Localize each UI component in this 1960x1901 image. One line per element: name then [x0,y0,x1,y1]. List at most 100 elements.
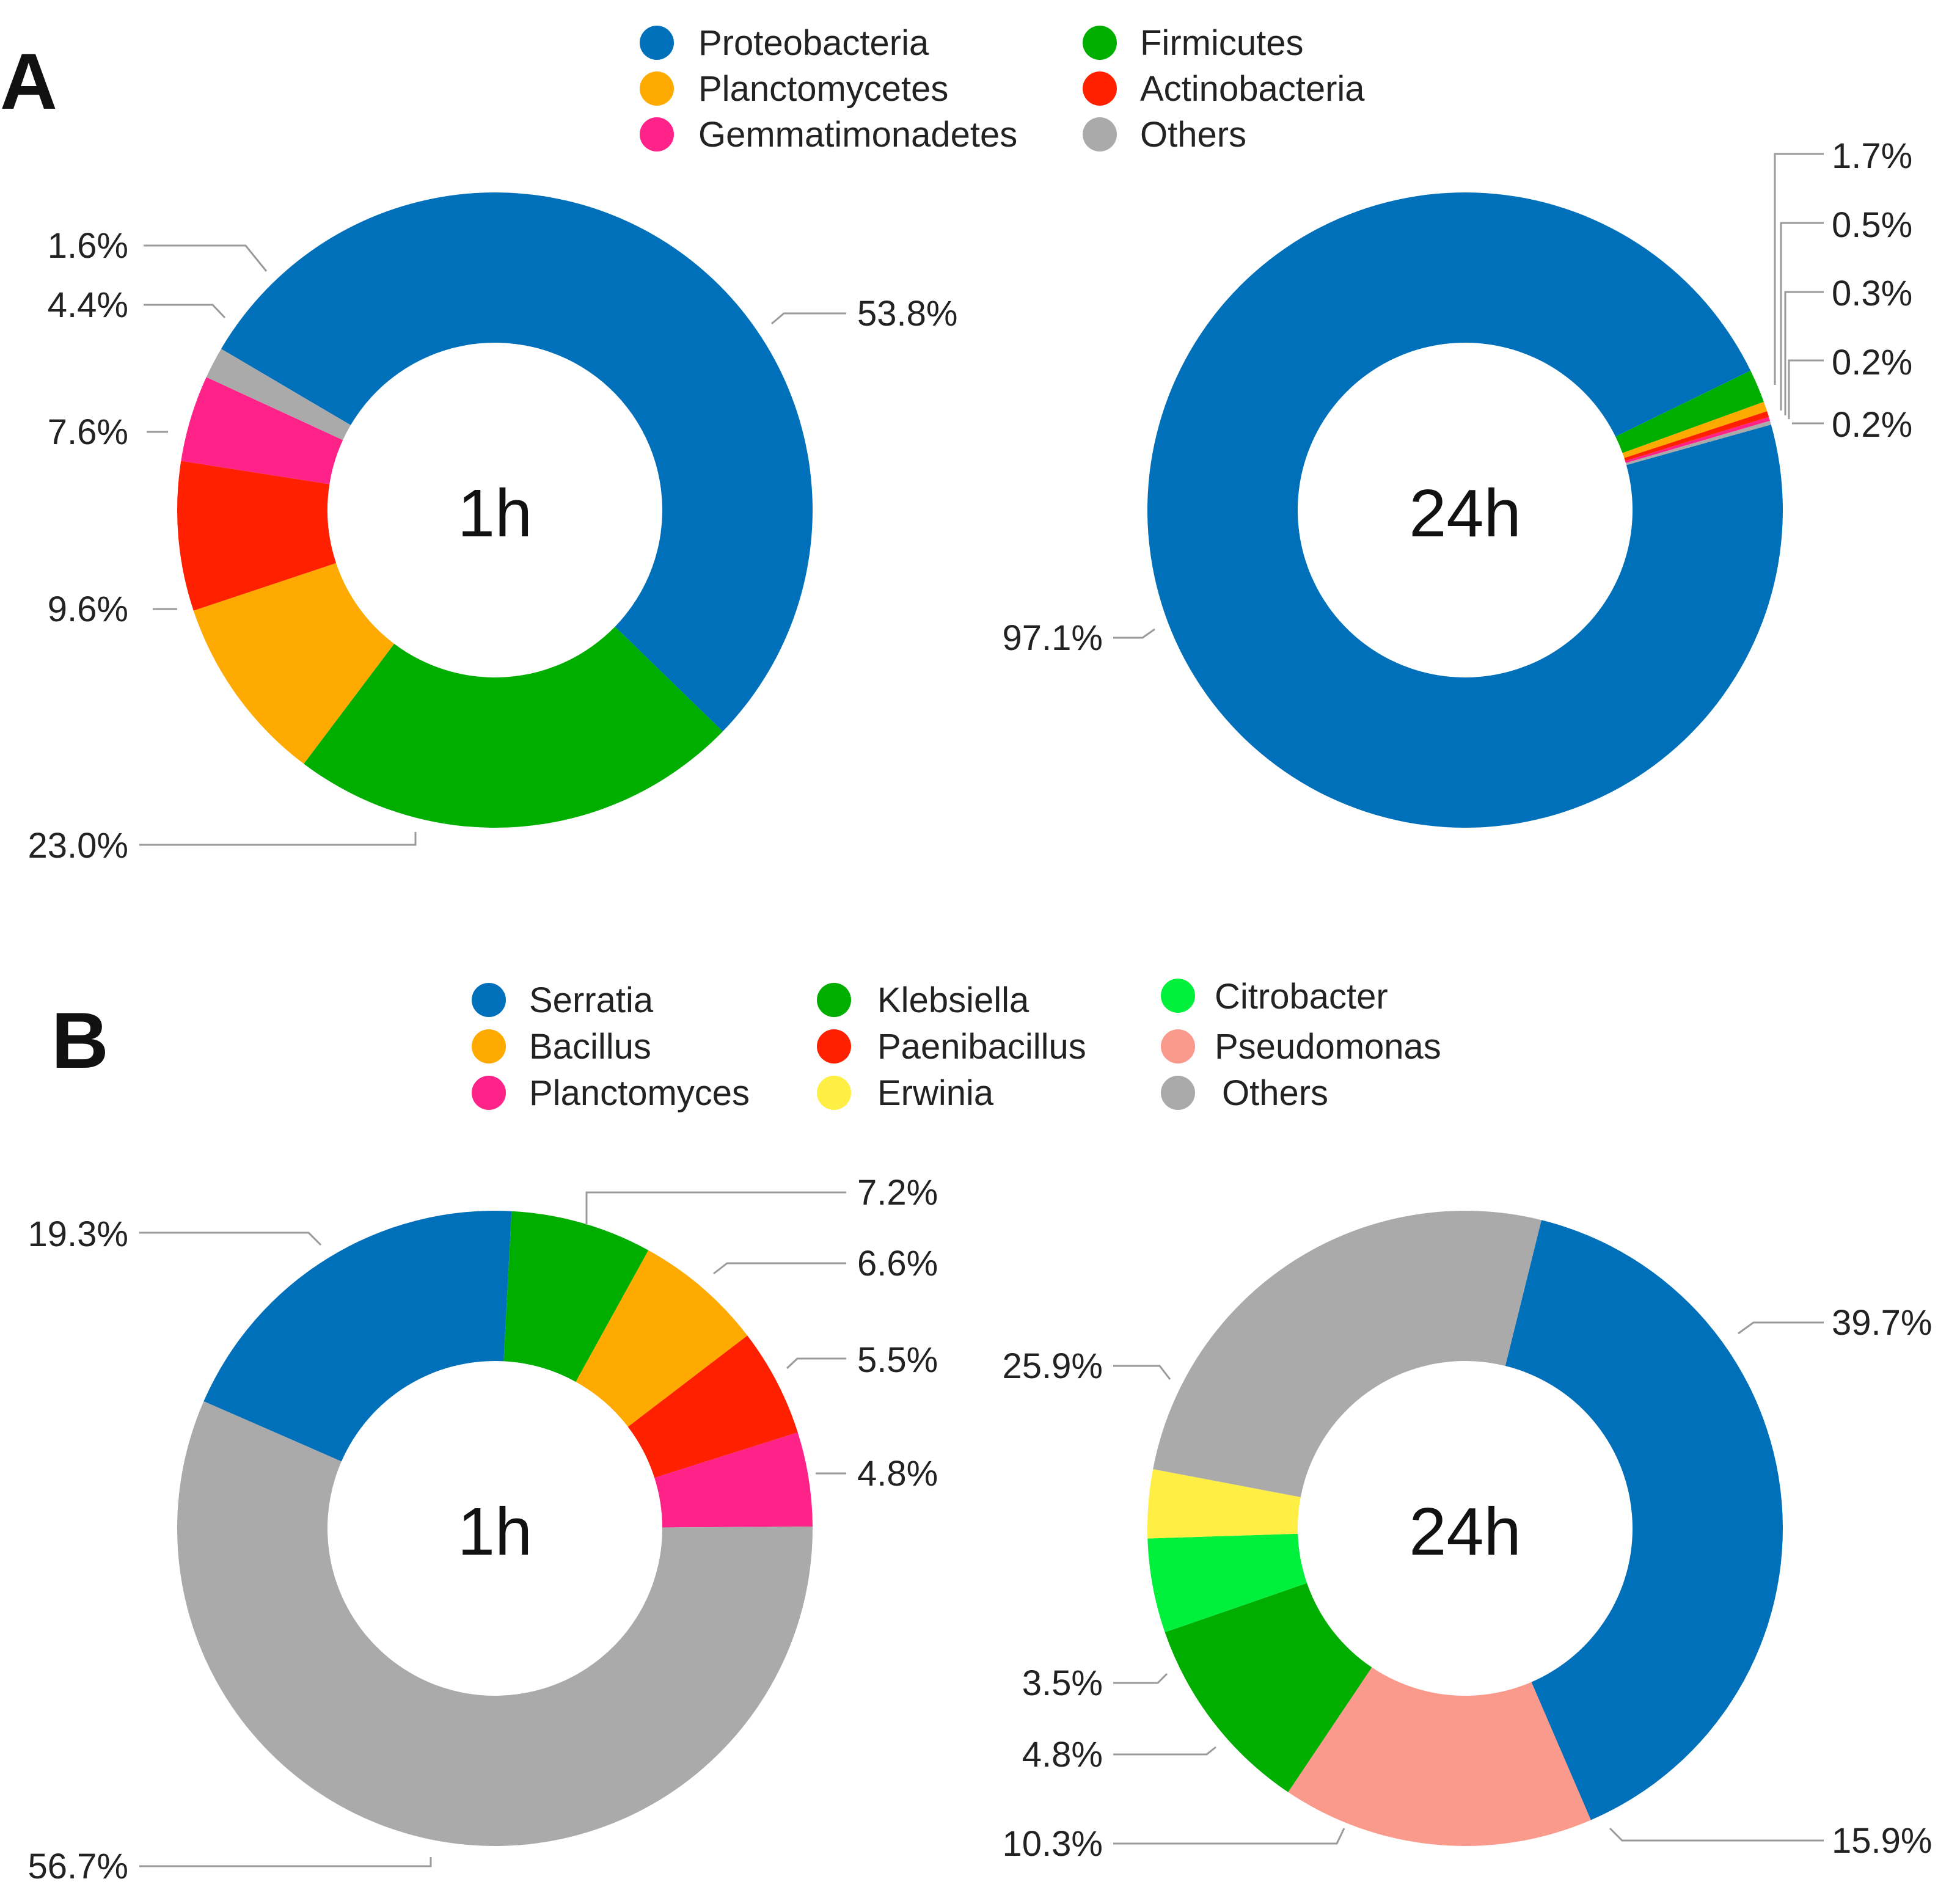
slice-a-1h-actinobacteria [177,461,337,611]
leader-a-24h-gemmatimonadetes [1788,359,1824,419]
slice-b-24h-serratia [1505,1220,1783,1820]
legend-swatch-pseudomonas [1161,1029,1195,1064]
leader-a-1h-firmicutes [139,832,417,846]
leader-a-1h-others [144,244,268,272]
leaders-a-1h [139,244,846,846]
legend-item-actinobacteria: Actinobacteria [1083,69,1365,109]
labels-b-1h: 7.2% 6.6% 5.5% 4.8% 56.7% 19.3% [28,1173,938,1886]
legend-label-serratia: Serratia [529,980,654,1020]
leader-b-24h-pseudomonas [1609,1827,1824,1842]
leader-a-24h-proteobacteria [1113,628,1155,639]
leaders-b-1h [139,1191,846,1867]
leader-b-24h-serratia [1738,1321,1824,1335]
legend-item-planctomycetes: Planctomycetes [640,69,948,109]
center-label-a-24h: 24h [1409,476,1521,551]
center-label-b-1h: 1h [458,1494,532,1569]
leader-a-24h-firmicutes [1774,153,1824,385]
legend-item-firmicutes: Firmicutes [1083,23,1303,63]
legend-label-planctomycetes: Planctomycetes [698,69,948,109]
legend-item-gemmatimonadetes: Gemmatimonadetes [640,115,1017,155]
leaders-a-24h [1113,153,1824,639]
legend-label-planctomyces: Planctomyces [529,1073,750,1113]
leader-a-1h-gemmatimonadetes [144,304,226,319]
label-b-1h-others: 56.7% [28,1847,128,1886]
slice-a-24h-planctomycetes [1622,401,1768,458]
slice-b-1h-paenibacillus [627,1335,798,1478]
legend-swatch-paenibacillus [817,1029,851,1064]
slice-b-1h-serratia [203,1210,512,1462]
slice-b-24h-citrobacter [1147,1533,1307,1633]
legend-item-planctomyces: Planctomyces [472,1073,750,1113]
center-label-a-1h: 1h [458,476,532,551]
slice-b-24h-others [1153,1211,1541,1497]
label-a-1h-proteobacteria: 53.8% [857,294,957,334]
slice-a-1h-others [206,349,351,440]
legend-swatch-erwinia [817,1076,851,1110]
legend-label-klebsiella: Klebsiella [877,980,1029,1020]
label-b-1h-planctomyces: 4.8% [857,1454,938,1494]
legend-item-citrobacter: Citrobacter [1161,977,1388,1016]
slice-b-1h-planctomyces [654,1432,813,1528]
legend-item-others-a: Others [1083,115,1246,155]
legend-label-erwinia: Erwinia [877,1073,994,1113]
slice-a-1h-gemmatimonadetes [181,377,343,484]
label-a-1h-planctomycetes: 9.6% [48,589,128,629]
label-a-24h-firmicutes: 1.7% [1832,136,1912,176]
leaders-b-24h [1113,1321,1824,1845]
leader-b-24h-citrobacter [1113,1746,1216,1756]
label-b-24h-pseudomonas: 15.9% [1832,1821,1932,1861]
slice-a-24h-actinobacteria [1624,411,1769,461]
label-b-24h-citrobacter: 4.8% [1022,1735,1103,1775]
legend-swatch-planctomyces [472,1076,506,1110]
legend-label-bacillus: Bacillus [529,1027,651,1067]
slice-a-1h-firmicutes [304,626,723,828]
slice-b-24h-pseudomonas [1288,1667,1591,1847]
legend-panel-a: Proteobacteria Firmicutes Planctomycetes… [640,23,1365,155]
leader-b-1h-bacillus [713,1262,846,1275]
label-a-1h-others: 1.6% [48,226,128,266]
label-a-1h-gemmatimonadetes: 4.4% [48,285,128,325]
label-b-24h-serratia: 39.7% [1832,1303,1932,1343]
legend-swatch-others-a [1083,117,1117,151]
label-a-24h-actinobacteria: 0.3% [1832,274,1912,313]
leader-b-1h-klebsiella [585,1191,846,1225]
legend-label-pseudomonas: Pseudomonas [1215,1027,1441,1067]
labels-a-1h: 53.8% 23.0% 9.6% 7.6% 4.4% 1.6% [28,226,958,866]
leader-a-24h-planctomycetes [1780,222,1824,410]
legend-swatch-planctomycetes [640,71,674,106]
legend-swatch-proteobacteria [640,26,674,60]
legend-swatch-serratia [472,983,506,1017]
slice-b-1h-klebsiella [503,1211,649,1382]
legend-item-proteobacteria: Proteobacteria [640,23,929,63]
legend-item-paenibacillus: Paenibacillus [817,1027,1086,1067]
legend-swatch-bacillus [472,1029,506,1064]
legend-label-firmicutes: Firmicutes [1140,23,1303,63]
legend-label-paenibacillus: Paenibacillus [877,1027,1086,1067]
slice-a-24h-others [1625,420,1771,465]
legend-label-others-b: Others [1222,1073,1328,1113]
leader-b-24h-klebsiella [1113,1828,1345,1845]
label-b-1h-paenibacillus: 5.5% [857,1340,938,1380]
labels-a-24h: 97.1% 1.7% 0.5% 0.3% 0.2% 0.2% [1003,136,1913,658]
center-label-b-24h: 24h [1409,1494,1521,1569]
labels-b-24h: 39.7% 15.9% 10.3% 4.8% 3.5% 25.9% [1003,1303,1933,1864]
label-b-24h-others: 25.9% [1003,1346,1103,1386]
legend-item-serratia: Serratia [472,980,654,1020]
donut-chart-a-24h [1147,192,1783,828]
legend-swatch-actinobacteria [1083,71,1117,106]
legend-swatch-klebsiella [817,983,851,1017]
label-b-24h-klebsiella: 10.3% [1003,1824,1103,1864]
label-b-24h-erwinia: 3.5% [1022,1663,1103,1703]
label-a-24h-planctomycetes: 0.5% [1832,205,1912,245]
legend-swatch-firmicutes [1083,26,1117,60]
leader-a-24h-actinobacteria [1784,291,1824,415]
donut-chart-b-1h [177,1210,813,1846]
legend-label-proteobacteria: Proteobacteria [698,23,929,63]
leader-b-24h-erwinia [1113,1673,1168,1684]
label-a-1h-actinobacteria: 7.6% [48,412,128,452]
legend-item-bacillus: Bacillus [472,1027,651,1067]
label-a-1h-firmicutes: 23.0% [28,826,128,866]
leader-b-1h-paenibacillus [786,1357,846,1370]
slice-b-1h-bacillus [576,1250,748,1427]
